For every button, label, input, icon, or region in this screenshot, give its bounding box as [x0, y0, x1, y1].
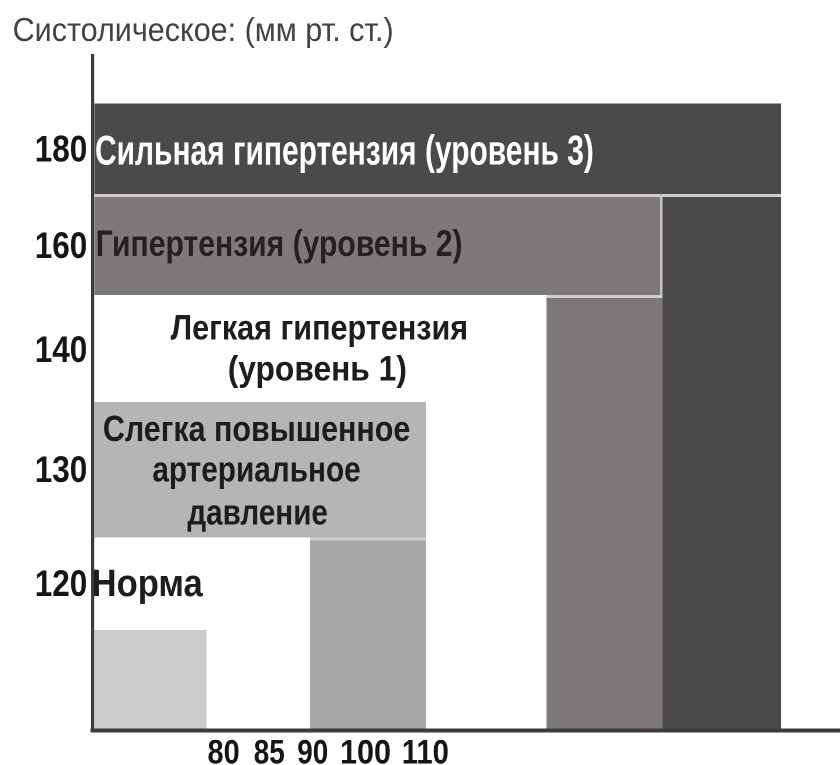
svg-text:110: 110 — [402, 732, 449, 765]
svg-text:артериальное: артериальное — [152, 449, 360, 489]
svg-text:давление: давление — [187, 492, 328, 532]
svg-text:180: 180 — [35, 129, 88, 170]
svg-text:130: 130 — [35, 450, 88, 491]
svg-text:85: 85 — [254, 733, 285, 765]
svg-text:160: 160 — [35, 226, 88, 267]
svg-text:Сильная гипертензия (уровень 3: Сильная гипертензия (уровень 3) — [95, 126, 594, 173]
svg-text:Легкая гипертензия: Легкая гипертензия — [171, 307, 469, 347]
svg-text:Норма: Норма — [92, 561, 204, 604]
svg-text:(уровень 1): (уровень 1) — [228, 350, 407, 389]
svg-text:Гипертензия (уровень 2): Гипертензия (уровень 2) — [96, 223, 463, 265]
svg-text:100: 100 — [340, 733, 391, 765]
svg-text:120: 120 — [35, 564, 88, 605]
svg-text:90: 90 — [297, 733, 328, 765]
svg-text:Слегка повышенное: Слегка повышенное — [103, 409, 410, 449]
svg-text:140: 140 — [35, 330, 88, 371]
svg-text:80: 80 — [208, 732, 240, 765]
svg-text:Систолическое: (мм рт. ст.): Систолическое: (мм рт. ст.) — [13, 11, 394, 49]
